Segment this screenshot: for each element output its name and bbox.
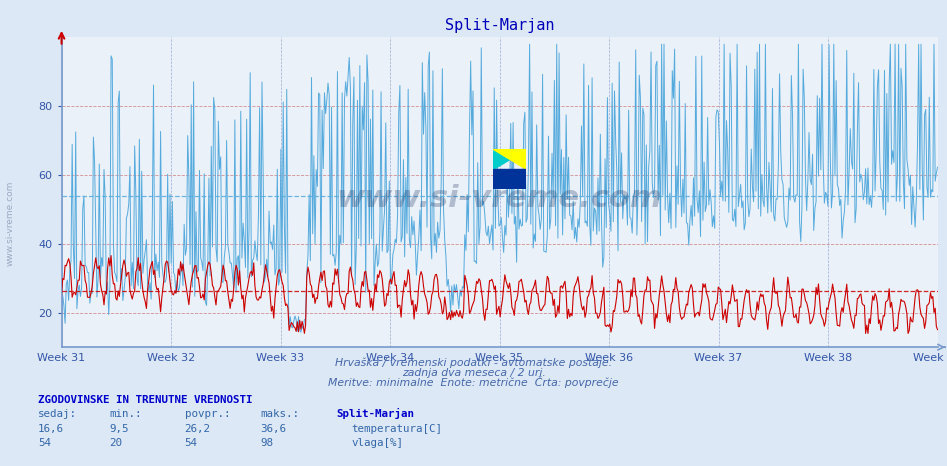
Text: vlaga[%]: vlaga[%]	[351, 439, 403, 448]
Text: Split-Marjan: Split-Marjan	[336, 408, 414, 419]
Text: www.si-vreme.com: www.si-vreme.com	[6, 181, 15, 267]
Text: zadnja dva meseca / 2 uri.: zadnja dva meseca / 2 uri.	[402, 368, 545, 378]
Polygon shape	[492, 169, 526, 189]
Polygon shape	[492, 149, 526, 169]
Text: 9,5: 9,5	[109, 424, 129, 434]
Text: min.:: min.:	[109, 409, 141, 419]
Text: povpr.:: povpr.:	[185, 409, 230, 419]
Text: 98: 98	[260, 439, 274, 448]
Text: 54: 54	[38, 439, 51, 448]
Text: ZGODOVINSKE IN TRENUTNE VREDNOSTI: ZGODOVINSKE IN TRENUTNE VREDNOSTI	[38, 395, 253, 405]
Text: maks.:: maks.:	[260, 409, 299, 419]
Text: 16,6: 16,6	[38, 424, 63, 434]
Text: 54: 54	[185, 439, 198, 448]
Text: Hrvaška / vremenski podatki - avtomatske postaje.: Hrvaška / vremenski podatki - avtomatske…	[335, 357, 612, 368]
Text: 20: 20	[109, 439, 122, 448]
Text: 26,2: 26,2	[185, 424, 210, 434]
Text: www.si-vreme.com: www.si-vreme.com	[337, 184, 662, 213]
Text: sedaj:: sedaj:	[38, 409, 77, 419]
Polygon shape	[492, 149, 526, 169]
Text: temperatura[C]: temperatura[C]	[351, 424, 442, 434]
Text: 36,6: 36,6	[260, 424, 286, 434]
Text: Meritve: minimalne  Enote: metrične  Črta: povprečje: Meritve: minimalne Enote: metrične Črta:…	[329, 377, 618, 388]
Title: Split-Marjan: Split-Marjan	[445, 18, 554, 34]
